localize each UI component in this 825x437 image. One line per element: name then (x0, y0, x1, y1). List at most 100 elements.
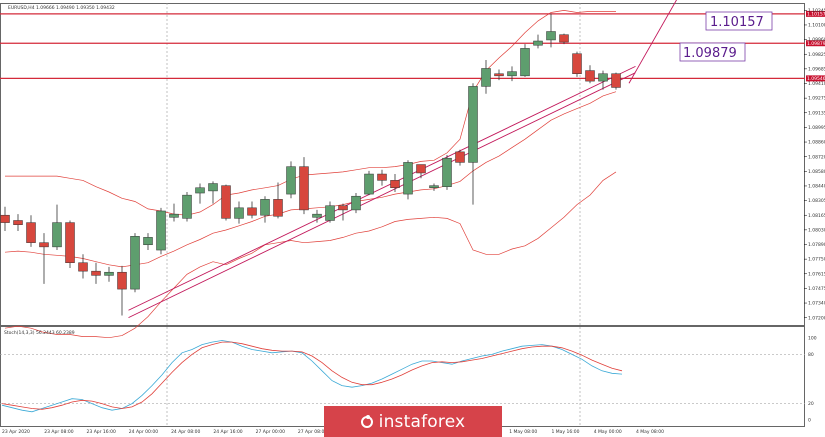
candle-body (455, 151, 465, 163)
time-tick-label: 23 Apr 08:00 (44, 429, 73, 435)
candle-body (429, 185, 439, 189)
horizontal-levels: 1.10157 1.09879 1.09546 (0, 10, 825, 82)
candle-body (481, 68, 491, 87)
candle-body (104, 271, 114, 276)
time-tick-label: 23 Apr 2020 (2, 429, 30, 435)
bollinger-bands (4, 10, 617, 339)
bollinger-lower (4, 171, 617, 339)
callout-label: 1.09879 (683, 46, 737, 61)
candle-body (364, 173, 374, 195)
candle-body (611, 73, 621, 88)
candle-body (325, 205, 335, 221)
candle-body (13, 220, 23, 225)
trendlines (128, 0, 678, 319)
price-tick-label: 1.07750 (808, 257, 825, 263)
candle-body (533, 40, 543, 46)
time-tick-label: 23 Apr 16:00 (87, 429, 116, 435)
price-tick-label: 1.07890 (808, 242, 825, 248)
candle-body (234, 207, 244, 219)
candle-body (468, 86, 478, 163)
level-price-label: 1.09546 (807, 76, 825, 82)
candle-body (546, 31, 556, 41)
stoch-tick-label: 20 (808, 401, 814, 407)
chart-header: EURUSD,H4 1.09666 1.09490 1.09350 1.0943… (8, 5, 115, 11)
level-price-label: 1.09879 (807, 41, 825, 47)
price-tick-label: 1.07475 (808, 286, 825, 292)
instaforex-logo-icon (360, 414, 373, 428)
candle-body (91, 270, 101, 276)
price-axis: 1.10245 1.10100 1.09960 1.09825 1.09685 1.094… (804, 8, 825, 321)
price-tick-label: 1.09825 (808, 52, 825, 58)
level-price-tag (806, 10, 825, 17)
level-price-label: 1.10157 (807, 11, 825, 17)
callout-box (705, 11, 773, 31)
price-tick-label: 1.08720 (808, 154, 825, 160)
price-tick-label: 1.08860 (808, 140, 825, 146)
bollinger-middle (4, 91, 617, 268)
trendline (128, 65, 636, 311)
candle-body (130, 236, 140, 290)
candle-body (273, 199, 283, 217)
price-tick-label: 1.07340 (808, 301, 825, 307)
candle-body (494, 73, 504, 77)
candle-body (39, 242, 49, 248)
instaforex-watermark: instaforex (324, 406, 502, 437)
candle-body (156, 210, 166, 251)
time-axis: 23 Apr 2020 23 Apr 08:00 23 Apr 16:00 24 Ap… (2, 429, 664, 435)
candle-body (182, 194, 192, 219)
price-tick-label: 1.08165 (808, 213, 825, 219)
price-tick-label: 1.09410 (808, 81, 825, 87)
candle-body (390, 180, 400, 189)
level-price-tag (806, 75, 825, 82)
price-tick-label: 1.09135 (808, 110, 825, 116)
candle-body (559, 34, 569, 43)
price-tick-label: 1.08030 (808, 227, 825, 233)
candle-body (117, 271, 127, 290)
candle-body (442, 157, 452, 187)
price-tick-label: 1.08305 (808, 198, 825, 204)
price-tick-label: 1.07200 (808, 315, 825, 321)
candle-body (520, 48, 530, 77)
candle-body (52, 222, 62, 248)
candle-body (351, 195, 361, 211)
time-tick-label: 1 May 08:00 (509, 429, 537, 435)
stochastic-oscillator: 100 80 20 0 (0, 336, 817, 424)
trendline (128, 72, 636, 319)
candle-body (221, 185, 231, 219)
candle-body (312, 213, 322, 218)
candle-body (26, 222, 36, 243)
candle-body (299, 166, 309, 211)
candle-body (572, 53, 582, 74)
candle-body (78, 262, 88, 272)
price-tick-label: 1.08440 (808, 184, 825, 190)
candle-body (0, 214, 10, 223)
candle-body (208, 183, 218, 192)
time-tick-label: 27 Apr 08:00 (298, 429, 327, 435)
candle-body (416, 164, 426, 174)
time-tick-label: 24 Apr 16:00 (213, 429, 242, 435)
candle-body (247, 207, 257, 216)
time-tick-label: 24 Apr 00:00 (129, 429, 158, 435)
main-plot-frame (0, 3, 805, 326)
trendline (628, 0, 678, 84)
stoch-header: Stoch(14,3,3) 56.2443 60.2389 (4, 330, 75, 336)
time-tick-label: 24 Apr 08:00 (171, 429, 200, 435)
candle-body (143, 237, 153, 246)
callout-box (679, 42, 746, 62)
candle-body (286, 166, 296, 195)
stoch-k-line (1, 340, 623, 413)
price-tick-label: 1.07615 (808, 271, 825, 277)
candle-body (598, 73, 608, 82)
candle-body (195, 187, 205, 194)
time-tick-label: 4 May 00:00 (594, 429, 622, 435)
price-tick-label: 1.08580 (808, 169, 825, 175)
price-tick-label: 1.10100 (808, 23, 825, 29)
price-tick-label: 1.08995 (808, 125, 825, 131)
stoch-tick-label: 80 (808, 352, 814, 358)
candle-body (169, 213, 179, 218)
candle-body (65, 222, 75, 263)
price-tick-label: 1.09275 (808, 96, 825, 102)
time-tick-label: 27 Apr 00:00 (256, 429, 285, 435)
candle-body (507, 71, 517, 77)
